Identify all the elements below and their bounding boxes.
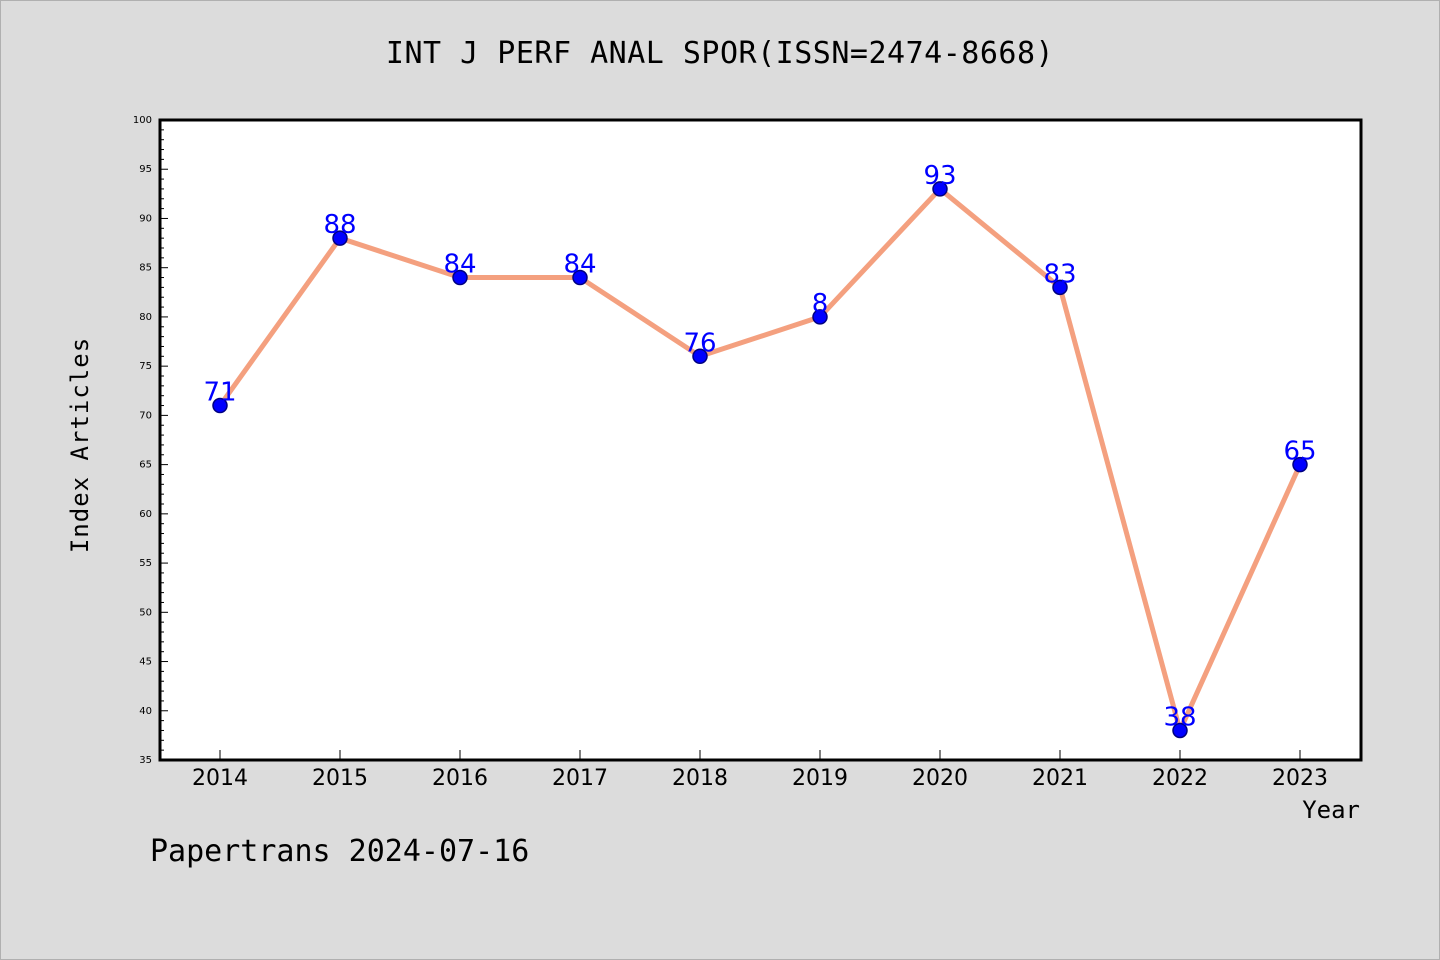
y-tick-label: 85 <box>139 263 152 274</box>
data-point <box>1172 722 1188 739</box>
x-tick-label: 2016 <box>432 766 488 791</box>
y-tick-label: 55 <box>139 558 152 569</box>
data-label: 84 <box>443 250 476 280</box>
data-label: 38 <box>1163 702 1196 732</box>
series-line-segment <box>817 186 943 320</box>
data-label: 84 <box>563 250 596 280</box>
y-tick-label: 35 <box>139 755 152 766</box>
data-labels: 71 88 84 84 76 8 93 83 38 65 <box>203 161 1316 733</box>
y-tick-label: 40 <box>139 706 152 717</box>
x-tick-label: 2019 <box>792 766 848 791</box>
data-point <box>932 181 948 197</box>
y-axis-ticks: 100 95 90 85 80 75 70 65 60 55 50 45 40 35 <box>133 115 168 766</box>
data-point <box>812 309 828 325</box>
x-tick-label: 2022 <box>1152 766 1208 791</box>
series-line-segment <box>937 186 1063 290</box>
x-tick-label: 2017 <box>552 766 608 791</box>
data-point <box>1292 456 1308 473</box>
y-tick-label: 65 <box>139 460 152 471</box>
y-tick-label: 45 <box>139 657 152 668</box>
y-tick-label: 95 <box>139 164 152 175</box>
y-tick-label: 75 <box>139 361 152 372</box>
x-tick-label: 2018 <box>672 766 728 791</box>
x-tick-label: 2020 <box>912 766 968 791</box>
x-tick-label: 2015 <box>312 766 368 791</box>
data-markers <box>212 181 1308 739</box>
data-label: 8 <box>812 289 829 319</box>
footer-text: Papertrans 2024-07-16 <box>150 834 530 869</box>
data-point <box>1052 279 1068 296</box>
y-tick-label: 60 <box>139 509 152 520</box>
series-line-segment <box>337 235 463 281</box>
data-label: 83 <box>1043 259 1076 289</box>
series-line-segment <box>1057 284 1183 733</box>
series-lines <box>217 186 1303 733</box>
data-label: 93 <box>923 161 956 191</box>
data-label: 76 <box>683 328 716 358</box>
data-label: 71 <box>203 378 236 408</box>
y-tick-label: 80 <box>139 312 152 323</box>
y-tick-label: 100 <box>133 115 152 126</box>
y-tick-label: 90 <box>139 213 152 224</box>
x-axis-ticks: 2014 2015 2016 2017 2018 2019 2020 2021 2022 2023 <box>192 750 1328 791</box>
data-point <box>572 269 588 286</box>
data-point <box>212 397 228 414</box>
data-label: 88 <box>323 210 356 240</box>
series-line-segment <box>577 275 703 359</box>
chart-title: INT J PERF ANAL SPOR(ISSN=2474-8668) <box>385 36 1055 71</box>
x-tick-label: 2014 <box>192 766 248 791</box>
y-tick-label: 70 <box>139 410 152 421</box>
data-point <box>452 269 468 286</box>
series-line-segment <box>1177 462 1303 733</box>
x-tick-label: 2023 <box>1272 766 1328 791</box>
series-line-segment <box>217 235 343 409</box>
data-point <box>692 348 708 365</box>
series-line-segment <box>697 314 823 359</box>
y-tick-label: 50 <box>139 607 152 618</box>
x-tick-label: 2021 <box>1032 766 1088 791</box>
x-axis-label: Year <box>1302 796 1360 824</box>
data-point <box>332 230 348 246</box>
data-label: 65 <box>1283 437 1316 467</box>
